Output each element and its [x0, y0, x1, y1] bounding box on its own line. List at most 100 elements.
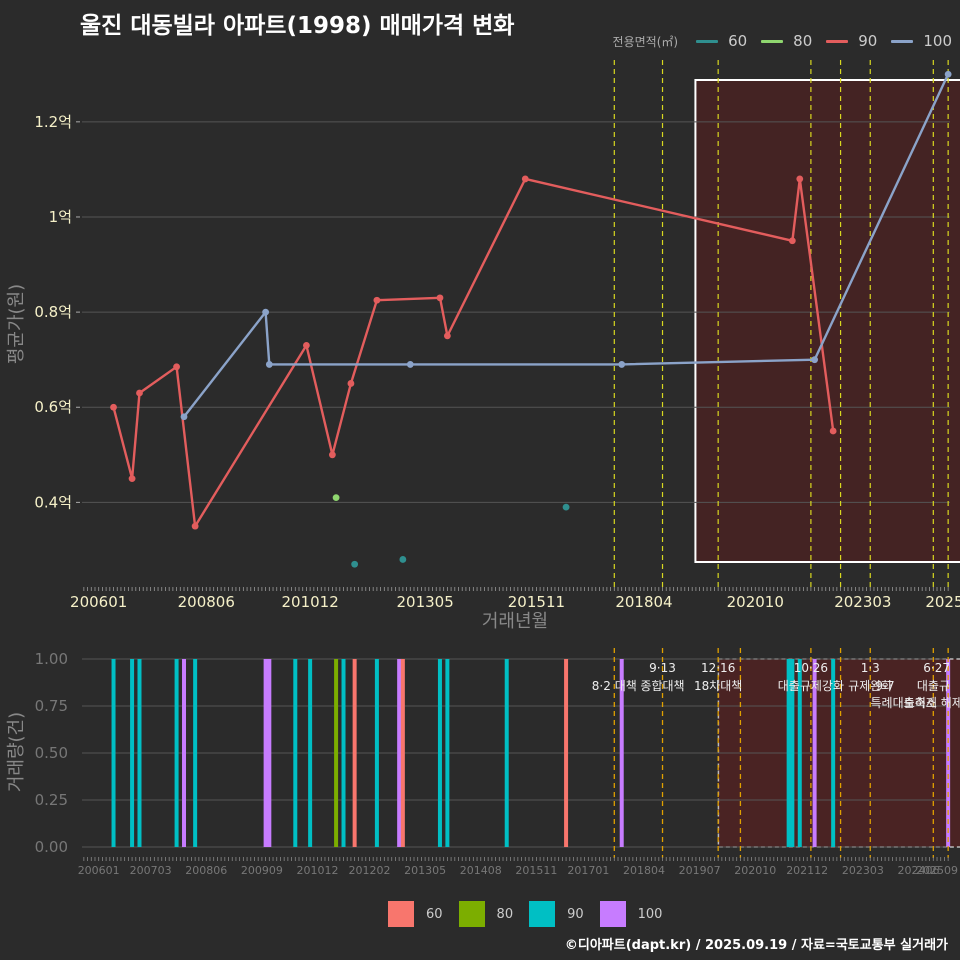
data-point-90 — [521, 175, 529, 183]
data-point-90 — [829, 427, 837, 435]
x-tick-label: 201012 — [281, 593, 338, 611]
volume-bar-90 — [130, 659, 135, 847]
chart-title: 울진 대동빌라 아파트(1998) 매매가격 변화 — [80, 13, 515, 39]
policy-annotation: 특례대출축소 — [871, 696, 937, 710]
policy-annotation: 6·27 — [923, 661, 950, 675]
x-tick-label: 201305 — [396, 593, 453, 611]
data-point-60 — [562, 503, 570, 511]
policy-annotation: 10·26 — [794, 661, 828, 675]
legend-swatch-80 — [761, 39, 784, 43]
volume-bar-60 — [400, 659, 405, 847]
data-point-100 — [811, 356, 819, 364]
volume-y-tick-label: 0.00 — [35, 838, 68, 856]
volume-bar-90 — [137, 659, 142, 847]
data-point-60 — [351, 560, 359, 568]
data-point-100 — [944, 70, 952, 78]
volume-bar-90 — [174, 659, 179, 847]
volume-x-tick-label: 201907 — [679, 864, 721, 877]
volume-bar-90 — [831, 659, 836, 847]
volume-x-tick-label: 202509 — [916, 864, 958, 877]
policy-annotation: 토허제 해제 — [904, 696, 960, 710]
x-tick-label: 200601 — [70, 593, 127, 611]
volume-bar-100 — [946, 659, 951, 847]
data-point-80 — [332, 494, 340, 502]
volume-x-tick-label: 201511 — [515, 864, 557, 877]
volume-legend-label-60: 60 — [426, 906, 443, 922]
y-tick-label: 1억 — [49, 208, 72, 226]
volume-y-tick-label: 0.75 — [35, 697, 68, 715]
volume-bar-100 — [267, 659, 272, 847]
volume-y-axis-title: 거래량(건) — [6, 712, 27, 792]
x-tick-label: 202010 — [727, 593, 784, 611]
volume-bar-90 — [445, 659, 450, 847]
data-point-90 — [110, 403, 117, 411]
legend-label-80: 80 — [793, 32, 813, 50]
volume-legend-item-60: 60 — [388, 901, 443, 927]
volume-x-tick-label: 201202 — [348, 864, 390, 877]
volume-bar-90 — [437, 659, 442, 847]
volume-x-tick-label: 201408 — [460, 864, 502, 877]
volume-bar-90 — [193, 659, 198, 847]
volume-bar-90 — [786, 659, 791, 847]
volume-legend-swatch-100 — [599, 901, 626, 927]
policy-annotation: 9·7 — [876, 679, 895, 693]
price-line-chart: 0.4억 0.6억 0.8억 1억 1.2억 200601 200806 201012 2013… — [6, 60, 960, 632]
legend-label-60: 60 — [728, 32, 748, 50]
data-point-90 — [173, 363, 180, 371]
volume-bar-90 — [797, 659, 802, 847]
legend-swatch-100 — [891, 39, 914, 43]
x-tick-label: 200806 — [178, 593, 235, 611]
policy-annotation: 대출규 — [917, 679, 950, 693]
highlight-box — [694, 79, 960, 563]
volume-x-tick-label: 202303 — [842, 864, 884, 877]
data-point-60 — [399, 556, 407, 563]
volume-bar-90 — [308, 659, 313, 847]
volume-x-tick-label: 200601 — [78, 864, 120, 877]
volume-bar-90 — [374, 659, 379, 847]
data-point-100 — [618, 361, 626, 368]
volume-bar-100 — [812, 659, 817, 847]
volume-legend-swatch-80 — [458, 901, 485, 927]
data-point-90 — [347, 380, 355, 387]
volume-x-tick-label: 202010 — [734, 864, 776, 877]
y-axis-title: 평균가(원) — [6, 284, 27, 364]
data-point-90 — [128, 475, 136, 482]
data-point-90 — [136, 389, 143, 397]
size-legend: 전용면적(㎡) 60 80 90 100 — [613, 30, 952, 52]
data-point-90 — [328, 451, 336, 459]
x-tick-label: 2025 — [925, 593, 960, 611]
legend-item-60: 60 — [696, 32, 747, 50]
data-point-100 — [406, 361, 414, 368]
x-axis-title: 거래년월 — [482, 611, 548, 632]
legend-item-100: 100 — [891, 32, 952, 50]
y-tick-label: 0.6억 — [34, 398, 72, 416]
volume-y-tick-label: 0.50 — [35, 744, 68, 762]
volume-bar-90 — [504, 659, 509, 847]
legend-label-90: 90 — [858, 32, 878, 50]
y-tick-label: 0.4억 — [34, 493, 72, 511]
volume-x-tick-label: 201701 — [567, 864, 609, 877]
policy-annotation: 규제완화 — [848, 679, 892, 693]
size-legend-title: 전용면적(㎡) — [612, 34, 679, 49]
data-point-90 — [436, 294, 444, 302]
x-tick-label: 202303 — [834, 593, 891, 611]
volume-legend-label-80: 80 — [496, 906, 514, 922]
volume-bar-60 — [564, 659, 569, 847]
volume-x-tick-label: 201012 — [297, 864, 339, 877]
volume-x-tick-label: 202406 — [897, 864, 939, 877]
policy-annotation: 종합대책 — [640, 678, 684, 693]
y-tick-label: 1.2억 — [34, 113, 72, 131]
volume-legend-swatch-60 — [388, 901, 414, 927]
volume-legend-swatch-90 — [529, 901, 556, 927]
volume-legend: 60 80 90 100 — [388, 900, 662, 928]
volume-bar-90 — [111, 659, 116, 847]
legend-swatch-60 — [696, 39, 719, 43]
volume-legend-item-100: 100 — [599, 901, 662, 927]
volume-x-tick-label: 200703 — [130, 864, 172, 877]
policy-annotation: 8·2 대책 — [592, 678, 637, 693]
policy-annotation: 1·3 — [861, 661, 880, 675]
volume-legend-item-90: 90 — [529, 901, 584, 927]
data-point-90 — [443, 332, 451, 340]
volume-bar-100 — [619, 659, 624, 847]
policy-annotation: 대출규제강화 — [778, 679, 844, 693]
